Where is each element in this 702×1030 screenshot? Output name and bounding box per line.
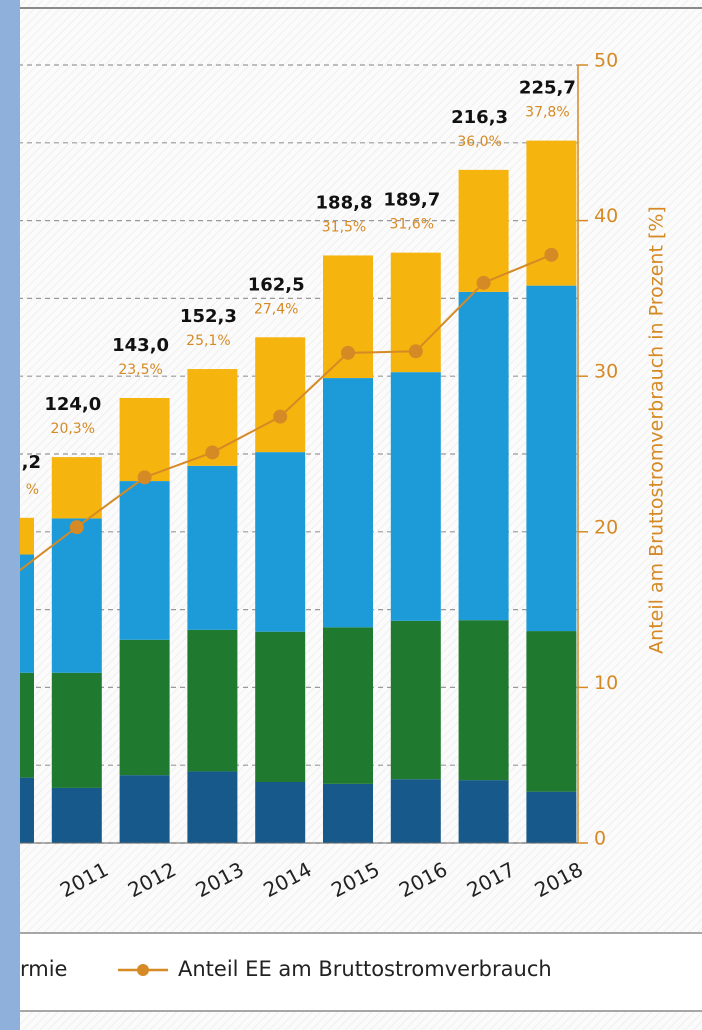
share-marker (408, 344, 423, 359)
y2-tick-label: 50 (594, 50, 618, 72)
legend-marker (137, 964, 149, 976)
bar-segment (390, 779, 441, 843)
bar-segment (255, 631, 306, 783)
bar-segment (458, 169, 509, 292)
bar-segment (526, 791, 577, 843)
bar-segment (187, 771, 238, 843)
y2-axis-title: Anteil am Bruttostromverbrauch in Prozen… (646, 206, 668, 654)
total-label: 143,0 (112, 335, 169, 356)
share-marker (273, 409, 288, 424)
bar-segment (323, 378, 373, 628)
line-value-label: 23,5% (118, 362, 162, 378)
line-value-label: 27,4% (254, 301, 298, 317)
total-label: 124,0 (44, 394, 101, 415)
bar-segment (458, 780, 509, 843)
bar-segment (51, 672, 102, 788)
bar-segment (255, 452, 306, 632)
bar-segment (458, 620, 509, 781)
share-marker (544, 247, 559, 262)
sidebar (0, 0, 20, 1030)
y2-tick-label: 40 (594, 205, 618, 227)
bar-segment (51, 457, 102, 519)
share-marker (476, 275, 491, 290)
bar-segment (255, 337, 306, 453)
total-label: 152,3 (180, 306, 237, 327)
plot-area: 01020304050,2%124,020,3%2011143,023,5%20… (0, 50, 618, 902)
bar-segment (255, 782, 306, 843)
bar-segment (458, 291, 509, 621)
share-marker (341, 345, 355, 360)
total-label: 225,7 (519, 78, 576, 99)
total-label: 188,8 (316, 192, 373, 213)
bar-segment (187, 629, 238, 772)
bar-segment (119, 639, 170, 776)
y2-tick-label: 20 (594, 516, 618, 538)
bar-segment (119, 775, 170, 843)
bar-segment (526, 285, 577, 632)
bar-segment (323, 783, 373, 843)
bar-segment (390, 372, 441, 621)
legend-box (20, 932, 702, 1012)
total-label: 216,3 (451, 107, 508, 128)
bar-segment (526, 140, 577, 286)
bar-segment (51, 787, 102, 843)
y2-tick-label: 30 (594, 361, 618, 383)
share-marker (69, 520, 84, 535)
bar-segment (390, 620, 441, 780)
bar-segment (119, 481, 170, 640)
bar-segment (526, 631, 577, 792)
y2-tick-label: 0 (594, 828, 606, 850)
total-label: 162,5 (248, 274, 305, 295)
line-value-label: 20,3% (51, 421, 95, 437)
line-value-label: % (26, 482, 39, 498)
total-label: 189,7 (383, 190, 440, 211)
line-value-label: 25,1% (186, 333, 230, 349)
share-marker (205, 445, 220, 460)
line-value-label: 37,8% (525, 105, 569, 121)
line-value-label: 36,0% (457, 134, 501, 150)
bar-segment (119, 397, 170, 482)
share-marker (137, 470, 152, 485)
total-label: ,2 (22, 452, 41, 473)
bar-segment (51, 518, 102, 673)
y2-tick-label: 10 (594, 672, 618, 694)
bar-segment (187, 465, 238, 630)
legend-fragment: rmie (20, 957, 67, 981)
line-value-label: 31,6% (390, 217, 434, 233)
legend-label: Anteil EE am Bruttostromverbrauch (178, 957, 552, 981)
bar-segment (323, 627, 373, 784)
line-value-label: 31,5% (322, 219, 366, 235)
